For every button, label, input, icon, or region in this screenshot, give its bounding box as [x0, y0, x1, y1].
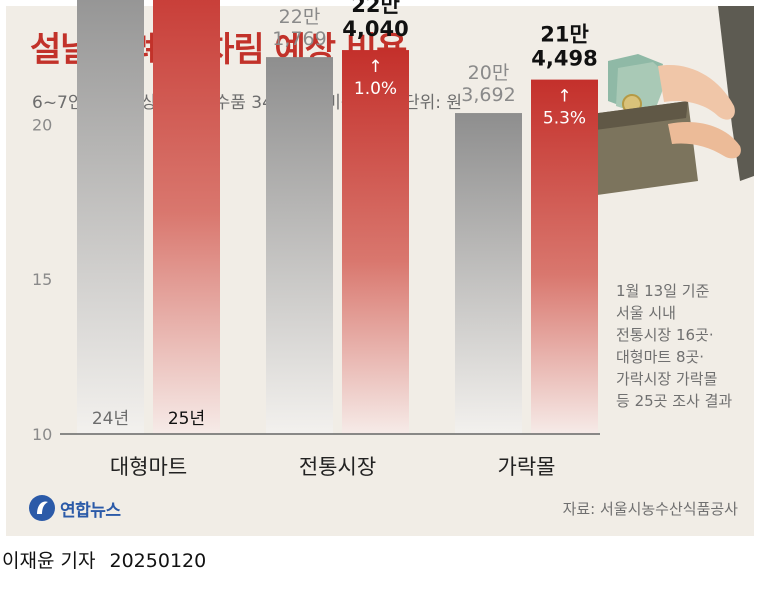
logo-text: 연합뉴스	[60, 500, 121, 521]
value-label-2024: 22만 1,769	[272, 6, 326, 50]
change-label: ↑ 5.3%	[543, 87, 586, 129]
bar-2025	[153, 0, 220, 435]
value-label-2025: 21만 4,498	[531, 23, 597, 71]
change-label: ↑ 1.0%	[354, 57, 397, 99]
byline: 이재윤 기자 20250120	[2, 546, 214, 573]
y-tick-label: 20	[32, 115, 52, 134]
category-label: 대형마트	[110, 455, 187, 479]
bar-2024	[455, 113, 522, 434]
yonhap-logo: 연합뉴스	[28, 494, 121, 522]
data-source: 자료: 서울시농수산식품공사	[562, 500, 738, 518]
yonhap-logo-icon	[29, 495, 55, 521]
y-tick-label: 15	[32, 270, 52, 289]
bar-2024	[77, 0, 144, 434]
byline-author: 이재윤 기자	[2, 550, 96, 572]
bar-2024	[266, 57, 333, 435]
y-tick-label: 10	[32, 425, 52, 444]
wallet-with-cash-illustration	[576, 6, 754, 196]
series-label-2025: 25년	[168, 409, 205, 429]
byline-date: 20250120	[109, 550, 207, 572]
bar-2025	[531, 79, 598, 435]
bar-2025	[342, 50, 409, 435]
category-label: 전통시장	[299, 455, 376, 479]
bar-chart: 1015202525만2,64025만8,854↑2.5%대형마트24년25년2…	[32, 0, 600, 479]
category-label: 가락몰	[498, 455, 556, 479]
value-label-2024: 20만 3,692	[461, 62, 515, 106]
series-label-2024: 24년	[92, 409, 129, 429]
survey-note: 1월 13일 기준 서울 시내 전통시장 16곳· 대형마트 8곳· 가락시장 …	[616, 282, 733, 410]
value-label-2025: 22만 4,040	[342, 0, 408, 41]
